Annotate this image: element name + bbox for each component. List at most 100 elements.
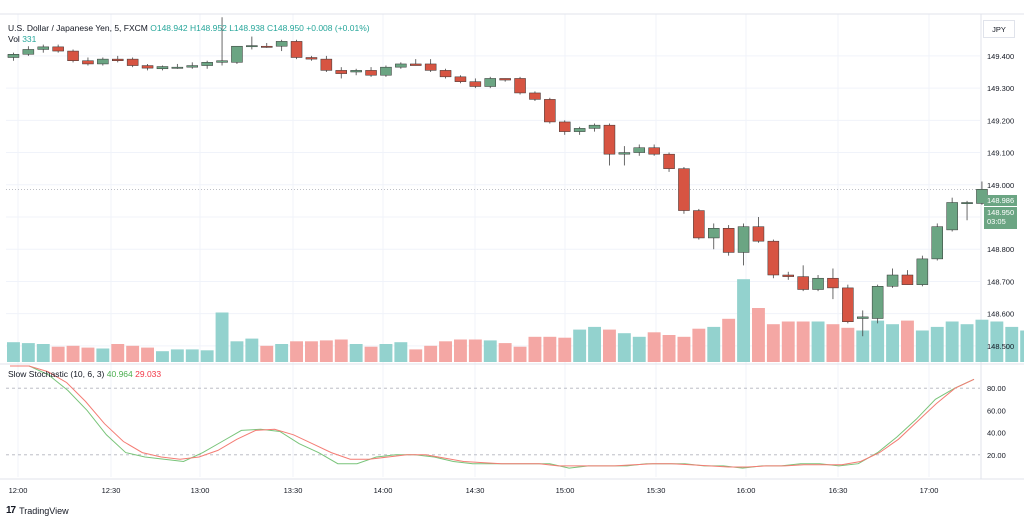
- candle-body: [410, 63, 422, 66]
- stochastic-k-line: [10, 365, 975, 469]
- last-price-value: 148.950: [987, 208, 1015, 217]
- volume-bar: [692, 328, 706, 362]
- volume-bar: [51, 346, 65, 362]
- volume-bar: [290, 341, 303, 362]
- candle-body: [290, 41, 303, 58]
- volume-bar: [126, 345, 140, 362]
- stochastic-k-value: 40.964: [106, 369, 133, 379]
- volume-bar: [200, 350, 214, 362]
- candle-body: [782, 274, 794, 277]
- stochastic-legend: Slow Stochastic (10, 6, 3) 40.964 29.033: [8, 369, 161, 379]
- candle-body: [961, 202, 973, 204]
- candle-body: [7, 54, 20, 58]
- candle-body: [544, 99, 556, 123]
- candle-body: [82, 60, 94, 65]
- volume-bar: [1020, 330, 1024, 362]
- price-tick-label: 149.300: [987, 84, 1014, 93]
- price-tick-label: 148.700: [987, 277, 1014, 286]
- volume-bar: [156, 351, 169, 362]
- volume-bar: [930, 326, 944, 362]
- price-tick-label: 148.500: [987, 342, 1014, 351]
- candle-body: [722, 228, 735, 253]
- candle-body: [97, 58, 109, 65]
- grid-lines: [0, 13, 1024, 480]
- volume-bar: [841, 327, 855, 362]
- candlesticks: [7, 17, 988, 337]
- ohlc-high: H148.952: [189, 23, 227, 33]
- ohlc-change: +0.008 (+0.01%): [306, 23, 370, 33]
- ohlc-open: O148.942: [150, 23, 188, 33]
- volume-bar: [603, 329, 616, 362]
- candle-body: [67, 50, 79, 61]
- axes: 149.400 149.300 149.200 149.100 149.000 148.9…: [9, 52, 1015, 495]
- candle-body: [529, 92, 541, 100]
- candle-body: [156, 66, 169, 70]
- candle-body: [708, 228, 720, 239]
- volume-bar: [722, 318, 736, 362]
- volume-bar: [349, 344, 363, 362]
- volume-bar: [96, 348, 110, 362]
- volume-bar: [409, 349, 423, 362]
- volume-bar: [915, 330, 929, 362]
- candle-body: [335, 70, 347, 74]
- time-tick-label: 13:00: [191, 486, 210, 495]
- candle-body: [588, 124, 601, 129]
- stochastic-name: Slow Stochastic (10, 6, 3): [8, 369, 105, 379]
- volume-bar: [796, 321, 810, 362]
- volume-bar: [111, 344, 125, 362]
- ref-price-tag: 148.986: [984, 195, 1018, 206]
- candle-body: [901, 274, 914, 285]
- volume-bar: [319, 340, 333, 362]
- volume-bar: [245, 338, 259, 362]
- volume-bars: [7, 279, 1024, 362]
- last-price-tag: 148.950 03:05: [984, 207, 1018, 229]
- candle-body: [454, 76, 467, 82]
- ohlc-close: C148.950: [267, 23, 304, 33]
- volume-bar: [647, 332, 661, 362]
- price-tick-label: 149.400: [987, 52, 1014, 61]
- time-tick-label: 12:30: [102, 486, 121, 495]
- candle-body: [693, 210, 705, 239]
- volume-bar: [275, 344, 289, 362]
- candle-body: [22, 49, 35, 55]
- time-tick-label: 16:30: [829, 486, 848, 495]
- candle-body: [424, 63, 437, 71]
- volume-bar: [454, 339, 467, 362]
- stochastic-d-value: 29.033: [135, 369, 162, 379]
- candle-body: [350, 70, 362, 73]
- time-tick-label: 15:00: [556, 486, 575, 495]
- stochastic-pane: [6, 365, 980, 469]
- volume-bar: [707, 326, 721, 362]
- candle-body: [916, 258, 929, 285]
- candle-body: [395, 63, 407, 68]
- currency-badge[interactable]: JPY: [983, 20, 1015, 38]
- volume-bar: [901, 320, 914, 362]
- stochastic-tick-label: 60.00: [987, 406, 1006, 415]
- volume-bar: [66, 345, 80, 362]
- price-tick-label: 149.000: [987, 181, 1014, 190]
- candle-body: [201, 62, 213, 66]
- candle-body: [216, 60, 228, 63]
- candle-body: [842, 287, 854, 322]
- volume-label: Vol: [8, 34, 20, 44]
- price-tick-label: 149.100: [987, 149, 1014, 158]
- volume-bar: [960, 324, 974, 362]
- candle-body: [261, 45, 273, 48]
- candle-body: [231, 45, 243, 63]
- brand-logo[interactable]: 17 TradingView: [6, 505, 69, 516]
- volume-bar: [558, 337, 572, 362]
- volume-bar: [588, 326, 601, 362]
- volume-bar: [528, 336, 542, 362]
- candle-body: [648, 147, 660, 155]
- candle-body: [767, 240, 780, 276]
- volume-bar: [513, 346, 527, 362]
- brand-text: TradingView: [19, 505, 69, 516]
- volume-bar: [439, 341, 452, 362]
- volume-bar: [617, 333, 631, 362]
- volume-bar: [483, 340, 497, 362]
- candle-body: [946, 202, 958, 231]
- candle-body: [886, 274, 899, 287]
- volume-bar: [737, 279, 750, 362]
- volume-bar: [811, 321, 825, 362]
